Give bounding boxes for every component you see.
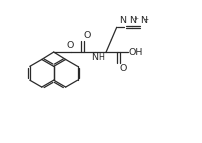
Text: N: N	[119, 16, 126, 25]
Text: O: O	[84, 31, 91, 40]
Text: N: N	[91, 53, 98, 62]
Text: O: O	[66, 41, 74, 50]
Text: H: H	[98, 53, 104, 62]
Text: +: +	[133, 16, 138, 21]
Text: −: −	[142, 16, 147, 21]
Text: OH: OH	[128, 47, 142, 56]
Text: O: O	[119, 64, 126, 73]
Text: N: N	[128, 16, 135, 25]
Text: N: N	[140, 16, 147, 25]
